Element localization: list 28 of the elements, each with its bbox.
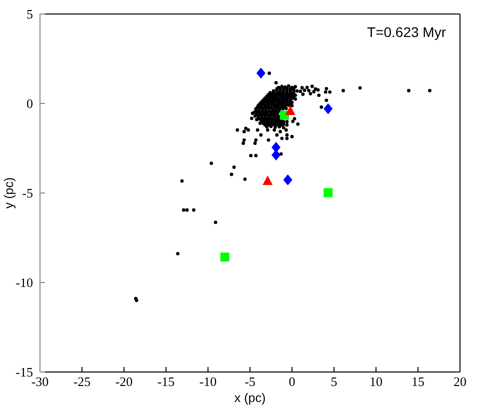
x-tick-label: -5 [244,374,256,390]
x-tick-label: 20 [454,374,466,390]
y-tick-label: -5 [22,186,33,201]
y-axis-title: y (pc) [2,177,16,209]
x-tick-label: 15 [412,374,424,390]
point [272,150,281,161]
x-tick-label: -20 [115,374,133,390]
x-tick-label: -25 [73,374,91,390]
y-tick-label: -10 [16,275,33,290]
x-tick-label: -10 [199,374,217,390]
x-tick-label: -15 [157,374,175,390]
point [262,176,273,186]
point [324,188,333,198]
x-tick-label: -30 [31,374,49,390]
x-axis-title: x (pc) [234,391,266,405]
point [256,68,266,79]
point [324,103,333,114]
point [285,106,296,116]
x-tick-label: 5 [330,374,338,390]
y-tick-label: -15 [16,364,33,380]
y-tick-label: 5 [26,6,33,22]
y-tick-label: 0 [26,96,33,112]
point [272,142,281,153]
x-tick-label: 0 [288,374,296,390]
x-tick-label: 10 [370,374,382,390]
point [220,252,230,262]
point [283,174,292,186]
annotation: T=0.623 Myr [367,24,446,40]
